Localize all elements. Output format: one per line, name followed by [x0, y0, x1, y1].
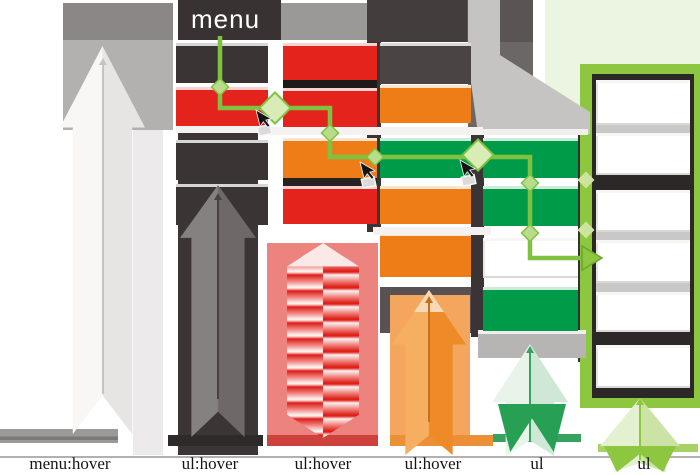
- frame-separator-2: [596, 232, 690, 240]
- pale-panel: [545, 0, 700, 65]
- path-node-small: [520, 173, 540, 193]
- menu-items-level2-red-item[interactable]: [283, 186, 377, 224]
- white-arrow: [60, 46, 145, 434]
- path-node-small: [210, 77, 230, 97]
- menu-button[interactable]: menu: [178, 0, 281, 40]
- menu-items-level4-green-item[interactable]: [483, 287, 578, 331]
- black-separator-1: [283, 80, 377, 88]
- path-node-small: [520, 223, 540, 243]
- menu-items-level5-open-item[interactable]: [596, 292, 690, 332]
- menu-items-level5-open-item[interactable]: [596, 240, 690, 283]
- label-ul-hover-1: ul:hover: [181, 454, 239, 473]
- red-arrow-stripes-right: [323, 243, 359, 438]
- black-separator-2: [283, 178, 377, 186]
- hover-path-line: [217, 36, 584, 261]
- floor-bar-2: [168, 435, 263, 446]
- menu-items-level5-open-item[interactable]: [596, 190, 690, 232]
- menubar-segment-left: [63, 3, 173, 40]
- frame-separator-3: [596, 283, 690, 292]
- path-node-big: [258, 91, 292, 125]
- shelf-bar-1: [176, 126, 268, 133]
- mint-arrow-spine: [526, 346, 534, 444]
- floor-bar-1: [0, 429, 118, 443]
- lime-arrow-spine: [636, 398, 644, 460]
- label-ul-1: ul: [530, 454, 544, 473]
- label-ul-hover-3: ul:hover: [404, 454, 462, 473]
- label-ul-hover-2: ul:hover: [294, 454, 352, 473]
- cursor-icon: [459, 159, 477, 178]
- menu-items-level3-orange-item[interactable]: [380, 85, 471, 123]
- orange-arrow-spine: [425, 296, 433, 422]
- shelf-bar-2: [270, 127, 483, 135]
- funnel-base-highlight: [478, 129, 588, 135]
- menu-items-level2-red-item[interactable]: [283, 43, 377, 81]
- menu-items-level5-open-item[interactable]: [596, 345, 690, 388]
- menu-items-level5-open-item[interactable]: [596, 133, 690, 175]
- label-ul-2: ul: [637, 454, 651, 473]
- menu-items-level3-orange-item[interactable]: [380, 43, 471, 84]
- menu-items-level3-orange-item[interactable]: [380, 186, 471, 224]
- floor-line: [0, 456, 700, 458]
- frame-separator-1: [596, 125, 690, 133]
- menu-items-level1-item[interactable]: [176, 140, 268, 180]
- cursor-pedestal: [360, 175, 377, 190]
- path-arrowhead: [581, 244, 604, 272]
- shelf-bar-3: [373, 227, 491, 235]
- white-arrow-spine: [98, 58, 107, 394]
- cursor-icon: [359, 161, 377, 180]
- menubar-segment-mid: [272, 3, 367, 40]
- gray-arrow-spine: [214, 193, 222, 399]
- label-menu-hover: menu:hover: [29, 454, 111, 473]
- cursor-pedestal: [256, 123, 273, 138]
- cursor-pedestal: [460, 173, 477, 188]
- path-node-big: [461, 138, 495, 172]
- cursor-icon: [255, 109, 273, 128]
- path-node-small: [320, 123, 340, 143]
- path-node-small: [365, 147, 385, 167]
- red-arrow-stripes-left: [287, 243, 323, 438]
- menu-items-level5-open-item[interactable]: [596, 80, 690, 125]
- gray-arrow: [180, 185, 256, 437]
- floor-bar-3: [267, 435, 378, 446]
- menu-button-label: menu: [191, 4, 261, 34]
